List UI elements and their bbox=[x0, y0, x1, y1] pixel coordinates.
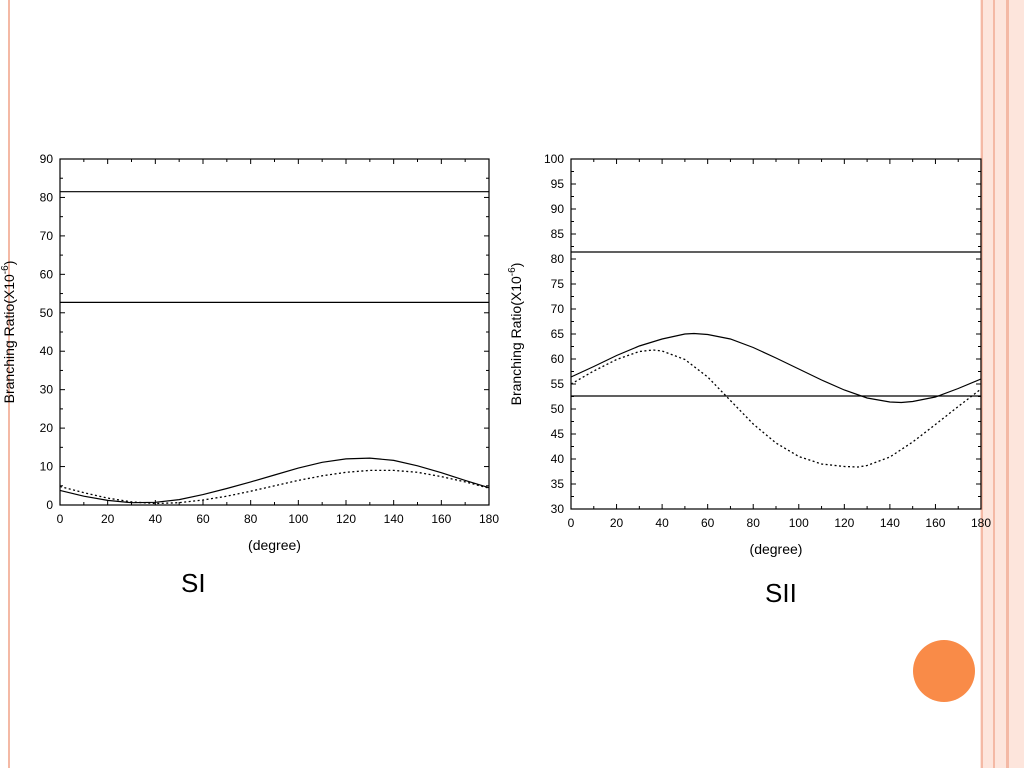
y-tick-label: 80 bbox=[551, 252, 565, 266]
chart-sii: 0 20 40 60 80 100 120 140 160 180 30 35 40 45 50 55 60 65… bbox=[507, 152, 991, 557]
x-tick-label: 120 bbox=[336, 512, 356, 526]
y-tick-label: 90 bbox=[551, 202, 565, 216]
x-tick-label: 80 bbox=[747, 516, 761, 530]
y-tick-label: 55 bbox=[551, 377, 565, 391]
y-tick-label: 75 bbox=[551, 277, 565, 291]
x-tick-label: 100 bbox=[789, 516, 809, 530]
y-axis-label-close: ) bbox=[1, 261, 17, 266]
x-tick-label: 0 bbox=[568, 516, 575, 530]
orange-circle-decoration bbox=[913, 640, 975, 702]
y-axis-label-exponent: -6 bbox=[507, 267, 518, 276]
right-border-stripe bbox=[980, 0, 1024, 768]
y-tick-label: 0 bbox=[46, 498, 53, 512]
x-tick-label: 180 bbox=[971, 516, 991, 530]
x-tick-label: 140 bbox=[384, 512, 404, 526]
x-tick-label: 20 bbox=[101, 512, 115, 526]
y-tick-label: 45 bbox=[551, 427, 565, 441]
y-tick-label: 50 bbox=[551, 402, 565, 416]
y-tick-label: 50 bbox=[40, 306, 54, 320]
x-tick-label: 160 bbox=[431, 512, 451, 526]
y-tick-label: 40 bbox=[40, 344, 54, 358]
series-line-4 bbox=[59, 469, 490, 505]
right-border-line-3 bbox=[1006, 0, 1009, 768]
x-tick-label: 20 bbox=[610, 516, 624, 530]
x-tick-label: 40 bbox=[149, 512, 163, 526]
y-axis-label-main: Branching Ratio(X10 bbox=[508, 276, 524, 405]
right-border-line-2 bbox=[993, 0, 995, 768]
right-border-line-1 bbox=[981, 0, 983, 768]
y-tick-label: 30 bbox=[551, 502, 565, 516]
y-tick-label: 70 bbox=[551, 302, 565, 316]
x-tick-label: 140 bbox=[880, 516, 900, 530]
y-axis-label-exponent: -6 bbox=[0, 265, 11, 274]
x-tick-label: 80 bbox=[244, 512, 258, 526]
y-axis-label-main: Branching Ratio(X10 bbox=[1, 274, 17, 403]
series-line-3 bbox=[59, 457, 490, 504]
y-tick-label: 10 bbox=[40, 460, 54, 474]
y-axis-label: Branching Ratio(X10-6) bbox=[0, 261, 17, 404]
y-axis-label: Branching Ratio(X10-6) bbox=[507, 263, 524, 406]
y-tick-label: 35 bbox=[551, 477, 565, 491]
x-tick-label: 180 bbox=[479, 512, 499, 526]
caption-si: SI bbox=[181, 568, 206, 598]
x-tick-label: 60 bbox=[701, 516, 715, 530]
y-tick-label: 60 bbox=[40, 267, 54, 281]
y-tick-label: 95 bbox=[551, 177, 565, 191]
y-tick-label: 20 bbox=[40, 421, 54, 435]
y-tick-label: 85 bbox=[551, 227, 565, 241]
y-tick-label: 100 bbox=[544, 152, 564, 166]
y-axis-label-close: ) bbox=[508, 263, 524, 268]
y-tick-label: 80 bbox=[40, 190, 54, 204]
x-tick-label: 100 bbox=[288, 512, 308, 526]
x-tick-label: 160 bbox=[925, 516, 945, 530]
caption-sii: SII bbox=[765, 578, 797, 608]
chart-si: 0 20 40 60 80 100 120 140 160 180 0 10 20 30 40 50 60 70 8… bbox=[0, 152, 499, 553]
y-tick-label: 65 bbox=[551, 327, 565, 341]
x-tick-label: 40 bbox=[655, 516, 669, 530]
x-axis-label: (degree) bbox=[248, 537, 301, 553]
x-tick-label: 120 bbox=[834, 516, 854, 530]
y-tick-label: 60 bbox=[551, 352, 565, 366]
series-line-3 bbox=[570, 332, 982, 404]
y-tick-label: 30 bbox=[40, 383, 54, 397]
series-line-4 bbox=[570, 349, 982, 468]
left-border-line bbox=[8, 0, 10, 768]
plot-frame bbox=[59, 158, 490, 506]
x-tick-label: 60 bbox=[196, 512, 210, 526]
plot-frame bbox=[570, 158, 982, 510]
y-tick-label: 70 bbox=[40, 229, 54, 243]
x-axis-label: (degree) bbox=[750, 541, 803, 557]
y-tick-label: 90 bbox=[40, 152, 54, 166]
y-tick-label: 40 bbox=[551, 452, 565, 466]
x-tick-label: 0 bbox=[57, 512, 64, 526]
